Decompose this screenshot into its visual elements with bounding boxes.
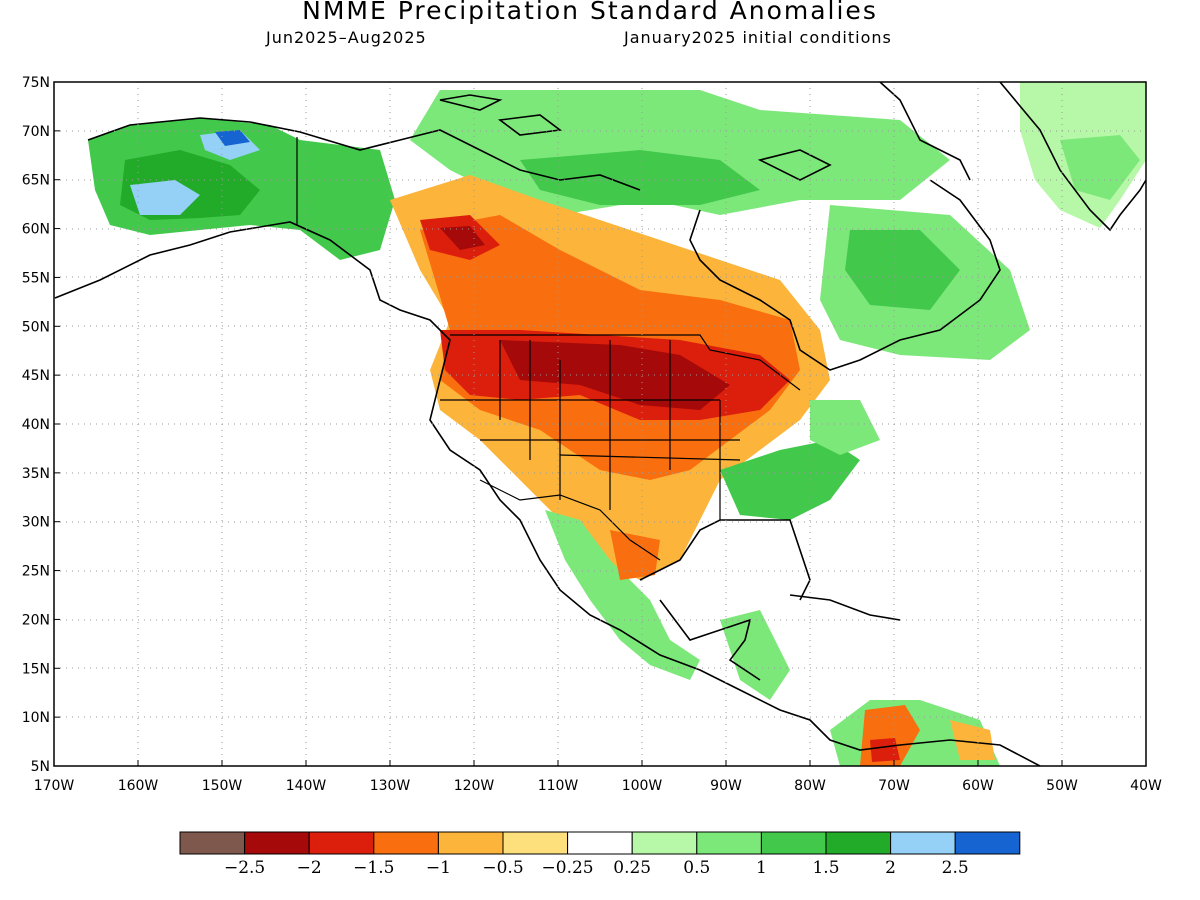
colorbar-swatch — [567, 831, 633, 855]
colorbar-swatch — [760, 831, 827, 855]
lat-label: 5N — [31, 759, 50, 775]
lon-label: 80W — [794, 778, 826, 794]
lat-label: 70N — [22, 124, 50, 140]
colorbar-swatch — [890, 831, 956, 855]
colorbar-swatch — [437, 831, 504, 855]
colorbar-swatch — [696, 831, 762, 855]
coastlines — [54, 82, 1146, 766]
colorbar-swatch — [244, 831, 310, 855]
initial-conditions: January2025 initial conditions — [624, 28, 892, 47]
latitude-labels: 75N 70N 65N 60N 55N 50N 45N 40N 35N 30N 25N 20N 15N 1… — [22, 75, 60, 775]
lon-label: 170W — [34, 778, 75, 794]
colorbar-swatch — [308, 831, 375, 855]
colorbar-swatch — [825, 831, 892, 855]
map-title: NMME Precipitation Standard Anomalies — [302, 0, 878, 25]
lat-label: 35N — [22, 466, 50, 482]
colorbar-label: 0.5 — [683, 858, 710, 878]
lat-label: 15N — [22, 661, 50, 677]
colorbar-label: −1 — [426, 858, 451, 878]
lat-label: 40N — [22, 417, 50, 433]
lat-label: 75N — [22, 75, 50, 91]
colorbar-label: −0.25 — [542, 858, 594, 878]
colorbar-label: 1 — [756, 858, 767, 878]
lon-label: 110W — [538, 778, 579, 794]
lon-label: 70W — [878, 778, 910, 794]
map-area — [54, 82, 1146, 766]
colorbar-label: 0.25 — [613, 858, 651, 878]
borders — [296, 137, 801, 561]
colorbar-swatch — [631, 831, 698, 855]
lon-label: 150W — [202, 778, 243, 794]
colorbar-label: −1.5 — [353, 858, 394, 878]
colorbar-swatch — [179, 831, 246, 855]
colorbar-label: −0.5 — [482, 858, 523, 878]
colorbar-swatch — [954, 831, 1021, 855]
colorbar-label: 2.5 — [942, 858, 969, 878]
lon-label: 120W — [454, 778, 495, 794]
colorbar-swatch — [502, 831, 569, 855]
lat-label: 55N — [22, 270, 50, 286]
lon-label: 160W — [118, 778, 159, 794]
graticule — [54, 82, 1146, 766]
lon-label: 90W — [710, 778, 742, 794]
lat-label: 65N — [22, 173, 50, 189]
lon-label: 50W — [1046, 778, 1078, 794]
colorbar-label: 1.5 — [812, 858, 839, 878]
colorbar-label: −2 — [297, 858, 322, 878]
longitude-labels: 170W 160W 150W 140W 130W 120W 110W 100W 90W 80W 70… — [34, 760, 1162, 794]
lat-label: 25N — [22, 564, 50, 580]
lat-label: 60N — [22, 222, 50, 238]
lon-label: 60W — [962, 778, 994, 794]
lat-label: 10N — [22, 710, 50, 726]
lat-label: 20N — [22, 612, 50, 628]
lon-label: 130W — [370, 778, 411, 794]
lat-label: 45N — [22, 368, 50, 384]
colorbar-swatch — [373, 831, 439, 855]
colorbar-label: 2 — [885, 858, 896, 878]
colorbar-label: −2.5 — [224, 858, 265, 878]
lon-label: 100W — [622, 778, 663, 794]
colorbar-legend — [179, 831, 1021, 855]
lat-label: 50N — [22, 319, 50, 335]
lat-label: 30N — [22, 515, 50, 531]
lon-label: 140W — [286, 778, 327, 794]
lon-label: 40W — [1130, 778, 1162, 794]
colorbar-labels: −2.5 −2 −1.5 −1 −0.5 −0.25 0.25 0.5 1 1.5 2 2.5 — [224, 858, 969, 878]
forecast-period: Jun2025–Aug2025 — [266, 28, 427, 47]
